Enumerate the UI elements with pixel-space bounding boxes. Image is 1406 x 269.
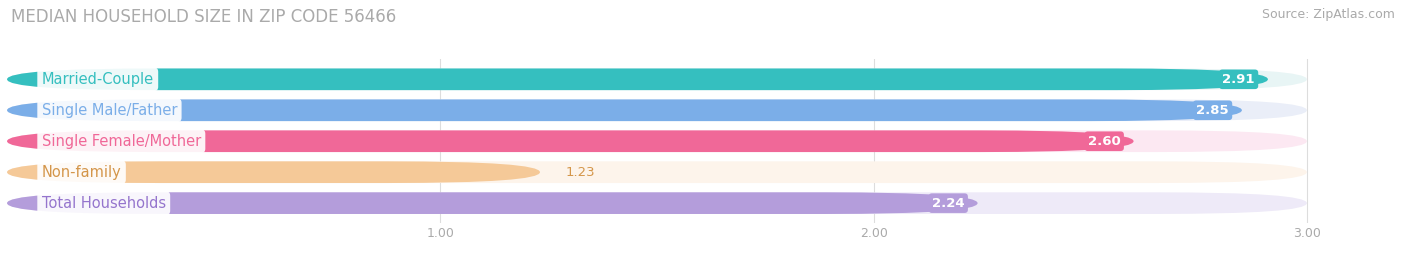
Text: Married-Couple: Married-Couple <box>42 72 153 87</box>
Text: 2.60: 2.60 <box>1088 135 1121 148</box>
Text: 2.24: 2.24 <box>932 197 965 210</box>
Text: 2.91: 2.91 <box>1222 73 1256 86</box>
FancyBboxPatch shape <box>7 100 1308 121</box>
FancyBboxPatch shape <box>7 161 1308 183</box>
FancyBboxPatch shape <box>7 161 540 183</box>
FancyBboxPatch shape <box>7 69 1268 90</box>
FancyBboxPatch shape <box>7 130 1133 152</box>
FancyBboxPatch shape <box>7 192 1308 214</box>
FancyBboxPatch shape <box>7 100 1241 121</box>
Text: Source: ZipAtlas.com: Source: ZipAtlas.com <box>1261 8 1395 21</box>
Text: 2.85: 2.85 <box>1197 104 1229 117</box>
FancyBboxPatch shape <box>7 192 977 214</box>
Text: 1.23: 1.23 <box>567 166 596 179</box>
Text: Single Female/Mother: Single Female/Mother <box>42 134 201 149</box>
Text: Single Male/Father: Single Male/Father <box>42 103 177 118</box>
Text: MEDIAN HOUSEHOLD SIZE IN ZIP CODE 56466: MEDIAN HOUSEHOLD SIZE IN ZIP CODE 56466 <box>11 8 396 26</box>
FancyBboxPatch shape <box>7 69 1308 90</box>
Text: Non-family: Non-family <box>42 165 121 180</box>
FancyBboxPatch shape <box>7 130 1308 152</box>
Text: Total Households: Total Households <box>42 196 166 211</box>
